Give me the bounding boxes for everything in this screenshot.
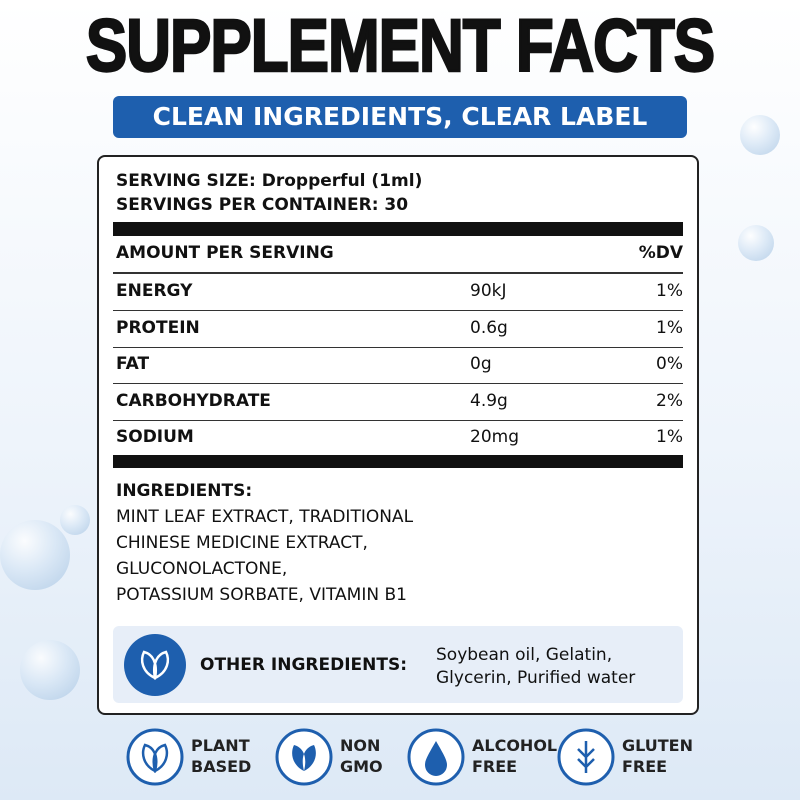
serving-size: SERVING SIZE: Dropperful (1ml) [116,171,423,191]
badge-icon [126,728,184,786]
badge-text: NON [340,736,381,755]
ingredients-heading: INGREDIENTS: [116,481,253,501]
other-ingredients-label: OTHER INGREDIENTS: [200,655,408,675]
nutrient-amount: 90kJ [470,281,507,301]
nutrient-dv: 1% [656,317,683,338]
nutrient-dv: 1% [656,281,683,301]
divider [113,272,683,274]
row-divider [113,310,683,311]
nutrient-amount: 0.6g [470,317,508,338]
nutrient-amount: 4.9g [470,390,508,411]
nutrient-dv: 2% [656,390,683,411]
nutrient-name: PROTEIN [116,317,200,338]
badge-text: BASED [191,757,252,776]
title: SUPPLEMENT FACTS [85,4,716,89]
badge-icon [557,728,615,786]
badge-text: GLUTEN [622,736,693,755]
badge-icon [407,728,465,786]
bubble [0,520,70,590]
bubble [738,225,774,261]
nutrient-name: ENERGY [116,281,193,301]
ingredient-line: MINT LEAF EXTRACT, TRADITIONAL [116,507,414,527]
facts-panel [97,155,699,715]
badge-icon [275,728,333,786]
ingredient-line: CHINESE MEDICINE EXTRACT, [116,533,368,553]
row-divider [113,383,683,384]
leaf-icon [124,634,186,696]
badge-text: PLANT [191,736,250,755]
nutrient-dv: 1% [656,427,683,447]
other-ingredients-text: Soybean oil, Gelatin, [436,645,613,665]
badge-text: FREE [472,757,518,776]
nutrient-amount: 20mg [470,427,519,447]
ingredient-line: POTASSIUM SORBATE, VITAMIN B1 [116,585,407,605]
divider [113,455,683,468]
bubble [20,640,80,700]
table-header: AMOUNT PER SERVING [116,243,334,263]
subtitle: CLEAN INGREDIENTS, CLEAR LABEL [113,96,687,138]
servings-per-container: SERVINGS PER CONTAINER: 30 [116,195,409,215]
other-ingredients-text: Glycerin, Purified water [436,668,636,688]
nutrient-name: CARBOHYDRATE [116,390,271,411]
badge-text: GMO [340,757,383,776]
other-ingredients-box [113,626,683,703]
row-divider [113,346,683,348]
nutrient-dv: 0% [656,354,683,374]
bubble [60,505,90,535]
nutrient-amount: 0g [470,354,492,374]
badge-text: ALCOHOL [472,736,558,755]
table-header: %DV [638,243,683,263]
row-divider [113,419,683,421]
divider [113,222,683,236]
badge-text: FREE [622,757,668,776]
bubble [740,115,780,155]
ingredient-line: GLUCONOLACTONE, [116,559,288,579]
nutrient-name: SODIUM [116,427,194,447]
nutrient-name: FAT [116,354,150,374]
